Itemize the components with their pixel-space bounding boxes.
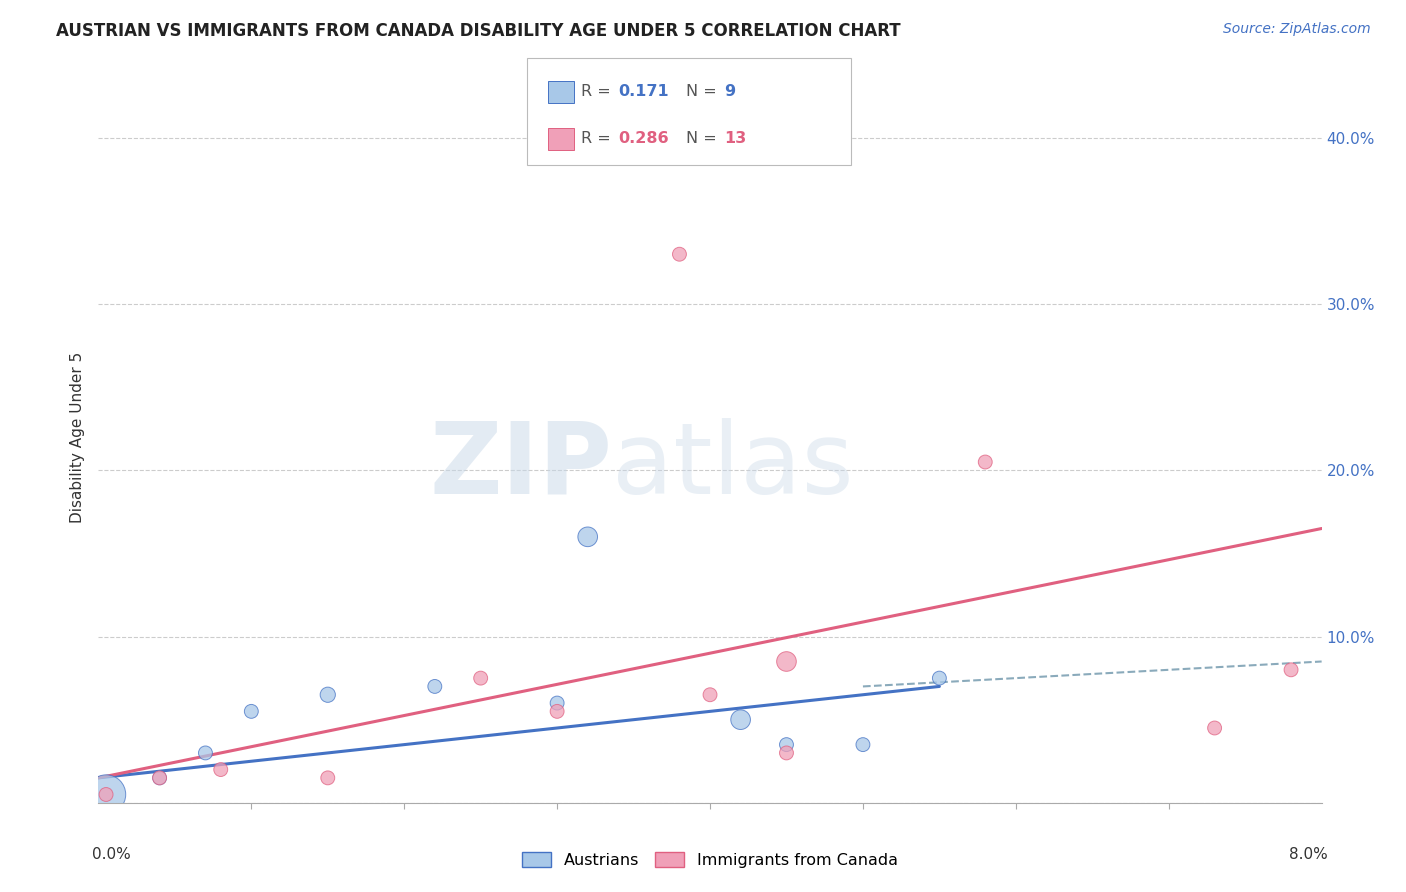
- Point: [316, 688, 339, 702]
- Point: [1279, 663, 1302, 677]
- Text: 13: 13: [724, 131, 747, 146]
- Point: [194, 746, 217, 760]
- Text: 0.0%: 0.0%: [93, 847, 131, 862]
- Point: [928, 671, 950, 685]
- Text: ZIP: ZIP: [429, 417, 612, 515]
- Point: [149, 771, 172, 785]
- Text: atlas: atlas: [612, 417, 853, 515]
- Point: [546, 696, 568, 710]
- Point: [209, 763, 232, 777]
- Point: [1204, 721, 1226, 735]
- Legend: Austrians, Immigrants from Canada: Austrians, Immigrants from Canada: [522, 852, 898, 868]
- Text: R =: R =: [581, 131, 616, 146]
- Y-axis label: Disability Age Under 5: Disability Age Under 5: [69, 351, 84, 523]
- Point: [94, 788, 117, 802]
- Text: AUSTRIAN VS IMMIGRANTS FROM CANADA DISABILITY AGE UNDER 5 CORRELATION CHART: AUSTRIAN VS IMMIGRANTS FROM CANADA DISAB…: [56, 22, 901, 40]
- Point: [730, 713, 752, 727]
- Text: 0.286: 0.286: [619, 131, 669, 146]
- Text: N =: N =: [686, 85, 723, 99]
- Point: [699, 688, 721, 702]
- Point: [423, 680, 446, 694]
- Point: [775, 746, 797, 760]
- Point: [668, 247, 690, 261]
- Point: [546, 705, 568, 719]
- Point: [775, 738, 797, 752]
- Point: [974, 455, 997, 469]
- Text: R =: R =: [581, 85, 616, 99]
- Point: [316, 771, 339, 785]
- Text: 8.0%: 8.0%: [1289, 847, 1327, 862]
- Point: [576, 530, 599, 544]
- Text: 9: 9: [724, 85, 735, 99]
- Point: [852, 738, 875, 752]
- Point: [94, 788, 117, 802]
- Text: 0.171: 0.171: [619, 85, 669, 99]
- Point: [240, 705, 263, 719]
- Text: Source: ZipAtlas.com: Source: ZipAtlas.com: [1223, 22, 1371, 37]
- Text: N =: N =: [686, 131, 723, 146]
- Point: [775, 655, 797, 669]
- Point: [470, 671, 492, 685]
- Point: [149, 771, 172, 785]
